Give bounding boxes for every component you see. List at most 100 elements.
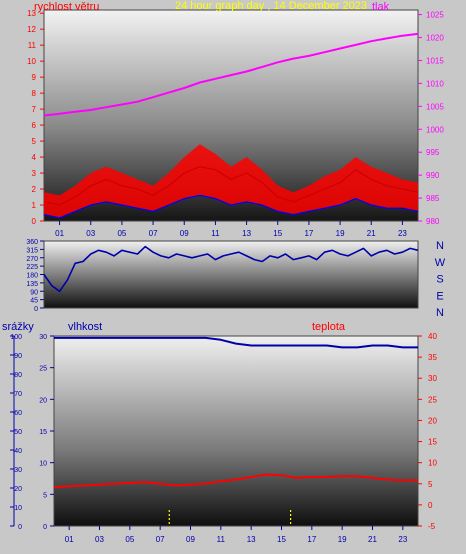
y-humidity-tick-label: 50 — [14, 429, 22, 436]
x-tick-label: 09 — [186, 535, 195, 544]
y-right-tick-label: 1025 — [426, 11, 444, 20]
temperature-line — [53, 473, 418, 489]
y-rain-tick-label: 25 — [39, 366, 47, 373]
compass-label: W — [435, 257, 446, 269]
y-humidity-tick-label: 90 — [14, 353, 22, 360]
y-temp-tick-label: -5 — [428, 522, 436, 531]
compass-label: N — [436, 307, 444, 319]
label-humidity: vlhkost — [68, 321, 102, 333]
x-tick-label: 09 — [180, 229, 189, 238]
x-tick-label: 17 — [307, 535, 316, 544]
x-tick-label: 13 — [247, 535, 256, 544]
y-left-tick-label: 1 — [32, 201, 37, 210]
x-tick-label: 07 — [149, 229, 158, 238]
y-dir-tick-label: 90 — [30, 289, 38, 296]
y-dir-tick-label: 180 — [26, 273, 38, 280]
y-left-tick-label: 8 — [32, 89, 37, 98]
axes-humidity-temperature: 0102030405060708090100051015202530-50510… — [10, 332, 437, 544]
y-dir-tick-label: 0 — [34, 306, 38, 313]
x-tick-label: 11 — [211, 229, 220, 238]
y-dir-tick-label: 360 — [26, 239, 38, 246]
y-temp-tick-label: 35 — [428, 353, 437, 362]
y-left-tick-label: 11 — [28, 41, 37, 50]
x-tick-label: 11 — [217, 535, 226, 544]
y-rain-tick-label: 20 — [39, 397, 47, 404]
y-temp-tick-label: 0 — [428, 501, 433, 510]
wind-gust-area — [44, 144, 418, 218]
y-left-tick-label: 3 — [32, 169, 37, 178]
x-tick-label: 01 — [65, 535, 74, 544]
y-rain-tick-label: 5 — [43, 492, 47, 499]
y-right-tick-label: 1005 — [426, 102, 444, 111]
y-rain-tick-label: 0 — [43, 524, 47, 531]
y-temp-tick-label: 40 — [428, 332, 437, 341]
x-tick-label: 15 — [277, 535, 286, 544]
compass-label: N — [436, 240, 444, 252]
direction-line — [43, 245, 419, 293]
y-left-tick-label: 13 — [27, 9, 36, 18]
x-tick-label: 15 — [273, 229, 282, 238]
y-right-tick-label: 990 — [426, 171, 440, 180]
y-left-tick-label: 2 — [32, 185, 37, 194]
y-rain-tick-label: 10 — [39, 461, 47, 468]
x-tick-label: 05 — [125, 535, 134, 544]
y-left-tick-label: 7 — [32, 105, 37, 114]
x-tick-label: 19 — [336, 229, 345, 238]
x-tick-label: 23 — [398, 229, 407, 238]
x-tick-label: 03 — [86, 229, 95, 238]
y-dir-tick-label: 270 — [26, 256, 38, 263]
x-tick-label: 21 — [367, 229, 376, 238]
y-humidity-tick-label: 0 — [18, 524, 22, 531]
label-pressure: tlak — [372, 1, 390, 13]
y-humidity-tick-label: 20 — [14, 486, 22, 493]
y-left-tick-label: 9 — [32, 73, 37, 82]
y-temp-tick-label: 5 — [428, 480, 433, 489]
x-tick-label: 07 — [156, 535, 165, 544]
y-dir-tick-label: 225 — [26, 264, 38, 271]
y-dir-tick-label: 45 — [30, 298, 38, 305]
y-temp-tick-label: 25 — [428, 395, 437, 404]
x-tick-label: 01 — [55, 229, 64, 238]
y-rain-tick-label: 30 — [39, 334, 47, 341]
y-right-tick-label: 995 — [426, 148, 440, 157]
axes-wind-pressure: 0123456789101112139809859909951000100510… — [27, 9, 444, 238]
y-left-tick-label: 12 — [27, 25, 36, 34]
y-temp-tick-label: 15 — [428, 438, 437, 447]
y-right-tick-label: 985 — [426, 194, 440, 203]
y-dir-tick-label: 315 — [26, 247, 38, 254]
compass-label: S — [436, 274, 443, 286]
x-tick-label: 03 — [95, 535, 104, 544]
series-layer — [43, 32, 419, 524]
y-rain-tick-label: 15 — [39, 429, 47, 436]
pressure-line — [43, 32, 419, 117]
y-temp-tick-label: 10 — [428, 459, 437, 468]
y-temp-tick-label: 30 — [428, 374, 437, 383]
y-left-tick-label: 10 — [27, 57, 36, 66]
y-dir-tick-label: 135 — [26, 281, 38, 288]
y-left-tick-label: 5 — [32, 137, 37, 146]
label-temperature: teplota — [312, 321, 346, 333]
x-tick-label: 23 — [398, 535, 407, 544]
x-tick-label: 13 — [242, 229, 251, 238]
wind-speed-line — [43, 166, 419, 206]
x-tick-label: 19 — [338, 535, 347, 544]
y-left-tick-label: 6 — [32, 121, 37, 130]
wind-base-line — [43, 194, 419, 219]
y-humidity-tick-label: 80 — [14, 372, 22, 379]
y-right-tick-label: 1020 — [426, 34, 444, 43]
label-wind-speed: rychlost větru — [34, 1, 99, 13]
y-left-tick-label: 0 — [32, 217, 37, 226]
y-humidity-tick-label: 30 — [14, 467, 22, 474]
y-right-tick-label: 1015 — [426, 56, 444, 65]
y-right-tick-label: 1010 — [426, 79, 444, 88]
chart-title: 24 hour graph day , 14 December 2023 — [175, 0, 367, 12]
y-humidity-tick-label: 70 — [14, 391, 22, 398]
x-tick-label: 17 — [304, 229, 313, 238]
y-right-tick-label: 1000 — [426, 125, 444, 134]
x-tick-label: 05 — [117, 229, 126, 238]
panel-humidity-temperature — [53, 335, 419, 527]
y-humidity-tick-label: 100 — [10, 334, 22, 341]
compass-label: E — [436, 290, 443, 302]
y-humidity-tick-label: 10 — [14, 505, 22, 512]
